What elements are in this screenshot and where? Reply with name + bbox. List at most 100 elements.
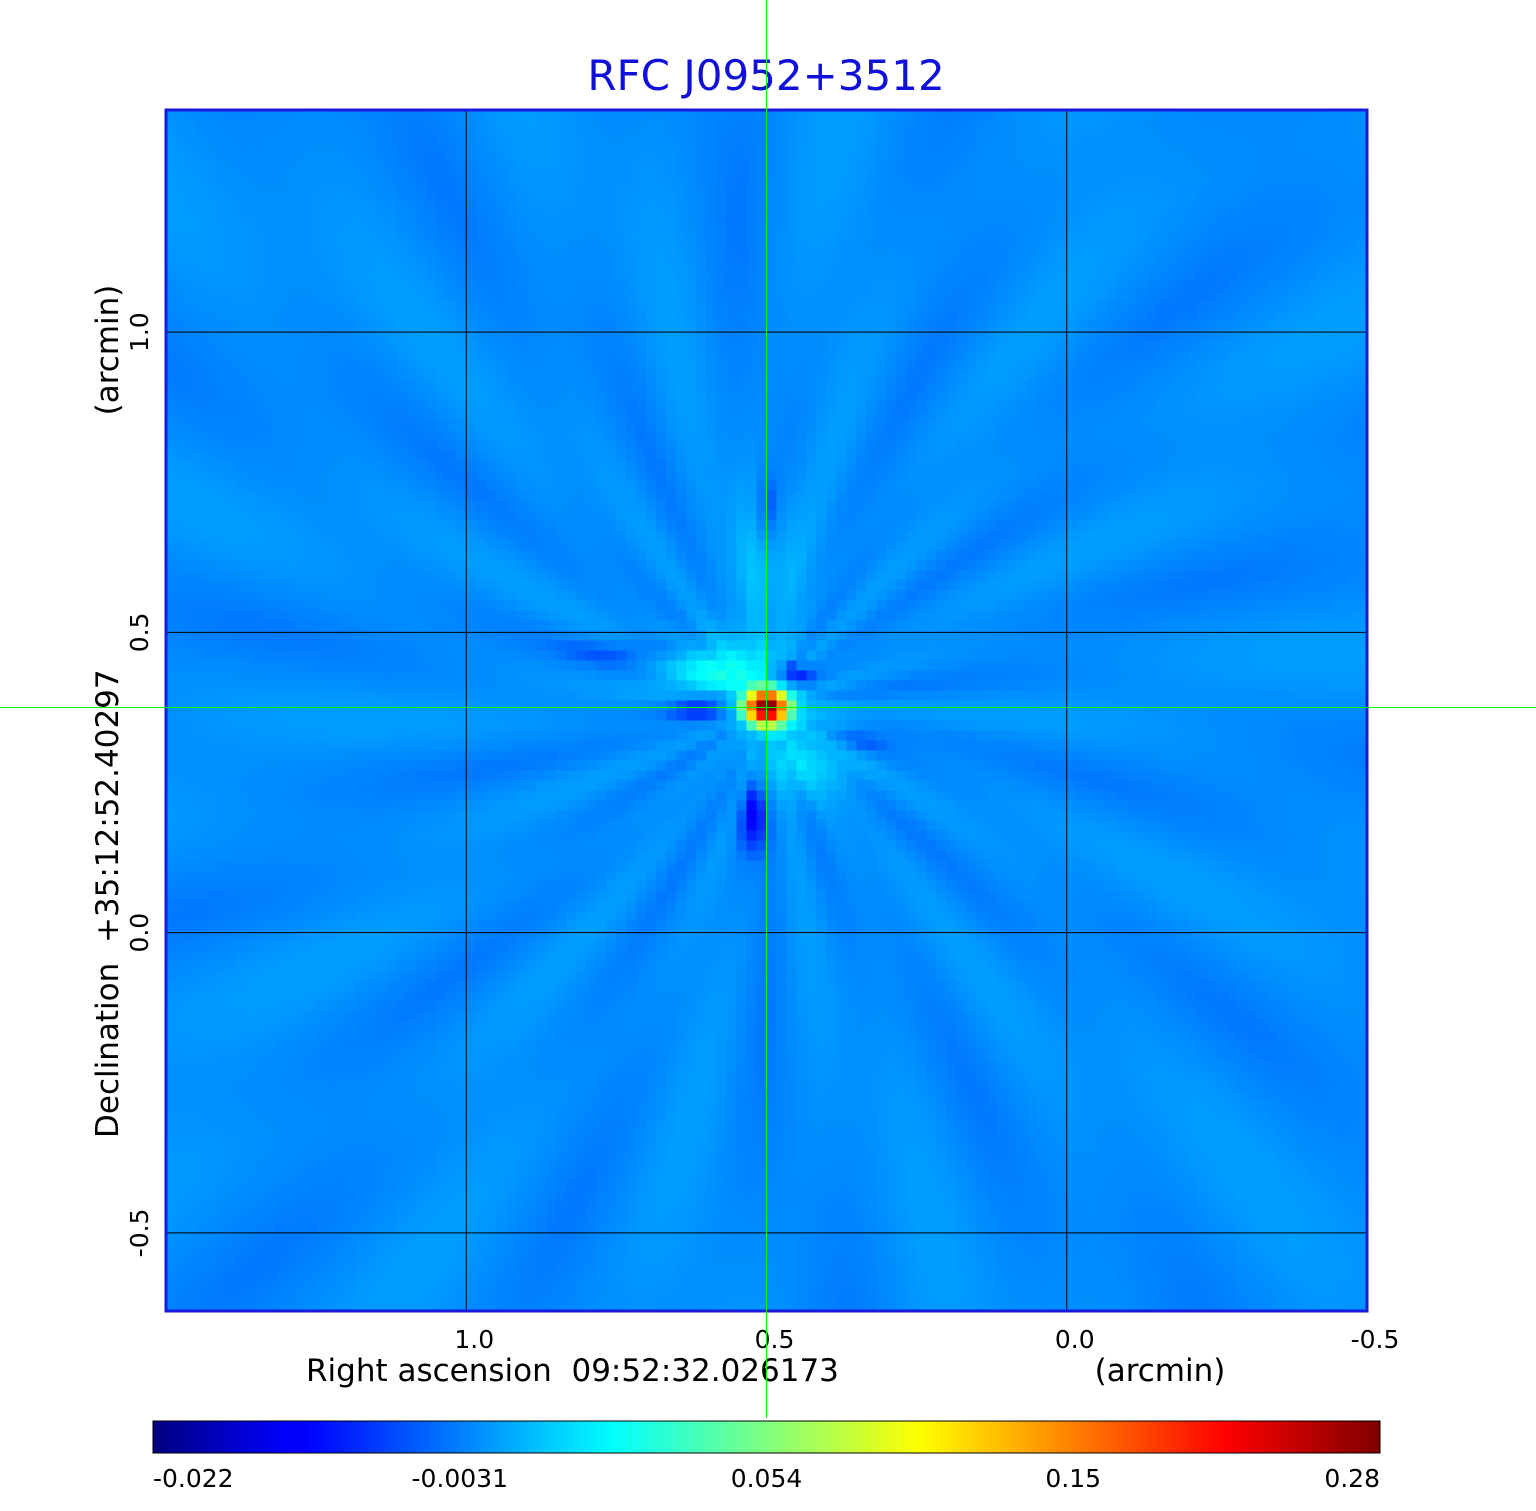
heatmap-cell [1276,470,1288,481]
heatmap-cell [436,110,447,121]
heatmap-cell [806,190,818,201]
heatmap-cell [1076,410,1088,421]
heatmap-cell [676,290,688,301]
heatmap-cell [326,140,337,151]
heatmap-cell [716,470,728,481]
heatmap-cell [316,250,327,261]
heatmap-cell [626,250,637,261]
heatmap-cell [766,330,778,341]
heatmap-cell [476,230,487,241]
heatmap-cell [976,280,988,291]
heatmap-cell [286,470,297,481]
heatmap-cell [726,290,738,301]
heatmap-cell [1226,130,1238,141]
heatmap-cell [1196,280,1208,291]
heatmap-cell [946,380,958,391]
heatmap-cell [206,220,217,231]
heatmap-cell [776,450,788,461]
heatmap-cell [606,310,617,321]
heatmap-cell [966,240,978,251]
heatmap-cell [866,440,878,451]
heatmap-cell [226,500,237,511]
heatmap-cell [1216,400,1228,411]
heatmap-cell [776,110,788,121]
heatmap-cell [1036,420,1048,431]
heatmap-cell [1346,130,1358,141]
heatmap-cell [756,370,768,381]
heatmap-cell [736,490,748,501]
heatmap-cell [1126,410,1138,421]
heatmap-cell [1026,190,1038,201]
heatmap-cell [196,180,207,191]
heatmap-cell [686,220,698,231]
heatmap-cell [316,300,327,311]
heatmap-cell [1256,440,1268,451]
heatmap-cell [416,510,427,521]
heatmap-cell [1186,280,1198,291]
heatmap-cell [1106,140,1118,151]
heatmap-cell [786,230,798,241]
heatmap-cell [746,500,758,511]
heatmap-cell [326,520,337,531]
heatmap-cell [316,480,327,491]
heatmap-cell [1226,430,1238,441]
heatmap-cell [1146,200,1158,211]
heatmap-cell [766,120,778,131]
heatmap-cell [1156,200,1168,211]
heatmap-cell [826,260,838,271]
heatmap-cell [676,270,688,281]
heatmap-cell [936,400,948,411]
heatmap-cell [346,290,357,301]
heatmap-cell [796,490,808,501]
heatmap-cell [986,240,998,251]
heatmap-cell [626,490,637,501]
heatmap-cell [1096,340,1108,351]
heatmap-cell [1076,130,1088,141]
heatmap-cell [706,250,718,261]
heatmap-cell [206,240,217,251]
heatmap-cell [206,210,217,221]
heatmap-cell [916,420,928,431]
heatmap-cell [1056,150,1068,161]
heatmap-cell [416,130,427,141]
heatmap-cell [406,190,417,201]
heatmap-cell [1246,440,1258,451]
heatmap-cell [236,200,247,211]
heatmap-cell [1276,350,1288,361]
heatmap-cell [406,230,417,241]
heatmap-cell [306,500,317,511]
heatmap-cell [866,300,878,311]
heatmap-cell [746,450,758,461]
heatmap-cell [826,300,838,311]
heatmap-cell [916,270,928,281]
heatmap-cell [316,380,327,391]
heatmap-cell [246,390,257,401]
heatmap-cell [1066,450,1078,461]
heatmap-cell [566,370,577,381]
heatmap-cell [1136,330,1148,341]
heatmap-cell [246,160,257,171]
heatmap-cell [836,420,848,431]
heatmap-cell [1096,190,1108,201]
heatmap-cell [666,290,678,301]
heatmap-cell [746,110,758,121]
heatmap-cell [956,280,968,291]
heatmap-cell [1226,270,1238,281]
heatmap-cell [846,180,858,191]
heatmap-cell [916,260,928,271]
heatmap-cell [476,410,487,421]
heatmap-cell [276,380,287,391]
heatmap-cell [696,140,708,151]
heatmap-cell [816,260,828,271]
heatmap-cell [466,130,477,141]
heatmap-cell [836,230,848,241]
heatmap-cell [186,520,197,531]
heatmap-cell [746,520,758,531]
heatmap-cell [1076,220,1088,231]
heatmap-cell [1126,510,1138,521]
heatmap-cell [706,230,718,241]
heatmap-cell [846,340,858,351]
heatmap-cell [1136,420,1148,431]
heatmap-cell [1356,370,1368,381]
heatmap-cell [876,470,888,481]
